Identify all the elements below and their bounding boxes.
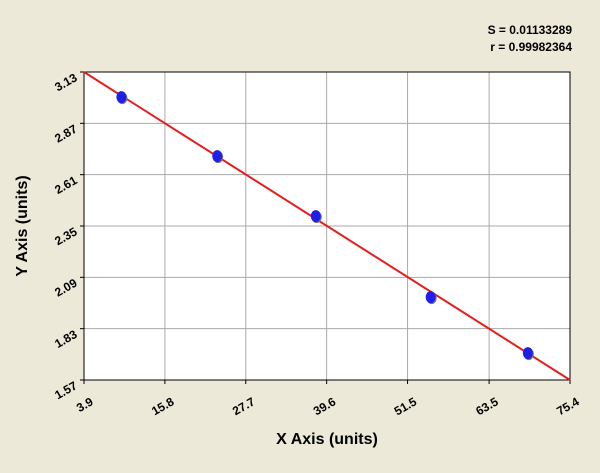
point [522,347,533,360]
point [212,150,223,163]
point [425,291,436,304]
y-tick-label: 1.83 [52,327,80,351]
x-tick-label: 27.7 [230,394,258,418]
y-axis-title: Y Axis (units) [14,175,31,276]
x-tick-label: 39.6 [311,394,339,418]
x-axis-title: X Axis (units) [276,431,378,448]
annotation: r = 0.99982364 [490,40,572,54]
y-tick-label: 3.13 [52,70,80,94]
y-tick-label: 2.87 [52,122,80,146]
x-tick-label: 15.8 [149,394,177,418]
point [116,91,127,104]
x-tick-label: 75.4 [554,394,582,418]
x-tick-label: 3.9 [74,394,96,415]
x-tick-label: 63.5 [473,394,501,418]
annotation: S = 0.01133289 [488,23,573,37]
point [310,210,321,223]
y-tick-label: 2.35 [52,224,80,248]
y-tick-label: 1.57 [52,378,80,402]
x-tick-label: 51.5 [392,394,420,418]
plot-border [83,71,571,381]
y-tick-label: 2.09 [52,276,80,300]
fit-line [83,71,571,381]
y-tick-label: 2.61 [52,173,80,197]
